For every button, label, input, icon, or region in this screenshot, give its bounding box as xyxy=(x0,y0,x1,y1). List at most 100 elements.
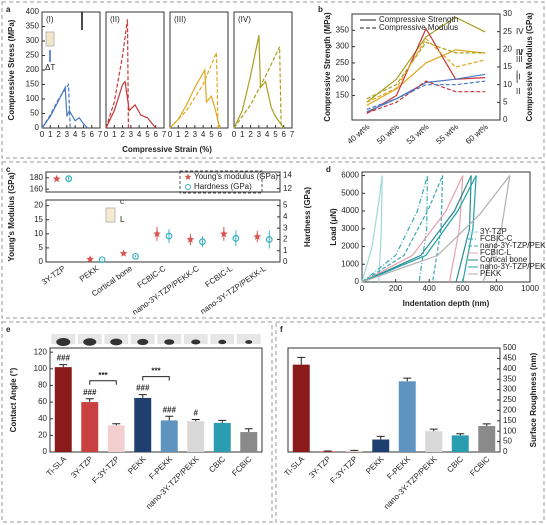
y-tick-label: 0 xyxy=(35,123,40,132)
data-line xyxy=(361,175,383,283)
plot-frame xyxy=(45,199,281,263)
droplet-photo xyxy=(183,334,208,344)
y-tick-label: 6000 xyxy=(341,171,359,180)
error-bar xyxy=(59,364,68,368)
error-bar xyxy=(350,449,359,451)
plot-frame xyxy=(169,11,229,129)
x-axis-label: Compressive Strain (%) xyxy=(122,145,212,154)
x-tick-label: FCBIC xyxy=(230,454,253,477)
y-tick-label: 3000 xyxy=(341,224,359,233)
error-bar xyxy=(112,423,121,426)
x-tick-label: 800 xyxy=(490,284,504,293)
error-bar xyxy=(403,377,412,382)
x-tick-label: FCBIC-L xyxy=(204,264,235,290)
legend-label: Compressive Strength xyxy=(379,15,458,24)
y-tick-label: 0 xyxy=(43,447,48,456)
panel-label: f xyxy=(280,325,283,334)
x-tick-label: 0 xyxy=(40,130,45,139)
y-tick-label: 5 xyxy=(503,97,508,106)
data-line xyxy=(366,16,486,103)
y-tick-label: 20 xyxy=(38,430,47,439)
y-tick-label: 400 xyxy=(26,7,40,16)
y-tick-label: 300 xyxy=(26,36,40,45)
x-tick-label: 55 wt% xyxy=(434,122,460,146)
y-tick-label: 350 xyxy=(503,374,517,383)
significance: ### xyxy=(57,354,71,363)
inset-label: L xyxy=(120,215,125,224)
marker xyxy=(65,175,73,183)
y-tick-label: 2000 xyxy=(341,242,359,251)
significance: # xyxy=(194,409,199,418)
x-tick-label: 4 xyxy=(265,130,270,139)
y-tick-label: 60 xyxy=(38,397,47,406)
y-axis-label: Compressive Stress (MPa) xyxy=(7,19,16,120)
x-tick-label: CBIC xyxy=(207,454,227,474)
legend-box xyxy=(179,170,263,194)
x-tick-label: 0 xyxy=(168,130,173,139)
data-line xyxy=(233,35,285,129)
x-tick-label: 3Y-TZP xyxy=(307,455,332,480)
x-tick-label: 4 xyxy=(73,130,78,139)
series-label: III xyxy=(516,55,523,64)
panel-frame xyxy=(1,321,273,523)
x-tick-label: 5 xyxy=(209,130,214,139)
error-bar xyxy=(429,428,438,432)
data-line xyxy=(41,85,89,129)
y-tick-label: 250 xyxy=(503,395,517,404)
x-tick-label: 4 xyxy=(201,130,206,139)
x-tick-label: 400 xyxy=(423,284,437,293)
data-line xyxy=(41,82,71,129)
y-tick-label: 200 xyxy=(503,406,517,415)
x-tick-label: 6 xyxy=(153,130,158,139)
x-tick-label: 1 xyxy=(48,130,53,139)
y-tick-label: 4000 xyxy=(341,206,359,215)
error-bar xyxy=(191,419,200,422)
data-line xyxy=(366,73,486,113)
droplet xyxy=(245,340,253,344)
y-axis-label: Contact Angle (°) xyxy=(9,367,18,432)
y-tick-label: 150 xyxy=(26,80,40,89)
significance: ### xyxy=(83,388,97,397)
x-tick-label: 1 xyxy=(240,130,245,139)
y-tick-label: 250 xyxy=(26,51,40,60)
y-tick-label: 5000 xyxy=(341,188,359,197)
inset-icon xyxy=(105,207,116,223)
bracket xyxy=(142,376,170,381)
droplet xyxy=(83,338,97,346)
bar xyxy=(160,420,178,452)
x-tick-label: 7 xyxy=(290,130,295,139)
y-tick-label: 160 xyxy=(30,184,44,193)
bar xyxy=(451,435,469,452)
plot-frame xyxy=(49,347,263,453)
legend-label: FCBIC-C xyxy=(480,234,513,243)
data-line xyxy=(366,80,486,110)
data-line xyxy=(169,67,221,129)
legend-label: Hardness (GPa) xyxy=(194,182,252,191)
x-tick-label: 2 xyxy=(56,130,61,139)
droplet xyxy=(164,339,175,345)
x-tick-label: 1 xyxy=(176,130,181,139)
error-bar xyxy=(218,419,227,423)
panel-frame xyxy=(1,161,545,319)
inset-label: c xyxy=(120,197,124,206)
bracket xyxy=(89,380,117,385)
x-tick-label: 4 xyxy=(137,130,142,139)
x-tick-label: 6 xyxy=(89,130,94,139)
series-label: II xyxy=(516,73,520,82)
bar xyxy=(398,381,416,452)
x-tick-label: F-3Y-TZP xyxy=(328,455,359,486)
subplot-title: (I) xyxy=(46,15,54,24)
marker xyxy=(165,232,173,240)
x-tick-label: 6 xyxy=(217,130,222,139)
marker xyxy=(132,252,139,260)
y-tick-label: 40 xyxy=(38,414,47,423)
y-tick-label: 5 xyxy=(39,243,44,252)
error-bar xyxy=(138,394,147,398)
x-tick-label: 5 xyxy=(81,130,86,139)
data-line xyxy=(366,37,486,103)
marker xyxy=(119,249,128,257)
subplot-title: (IV) xyxy=(238,15,251,24)
x-tick-label: 5 xyxy=(145,130,150,139)
x-tick-label: 5 xyxy=(273,130,278,139)
